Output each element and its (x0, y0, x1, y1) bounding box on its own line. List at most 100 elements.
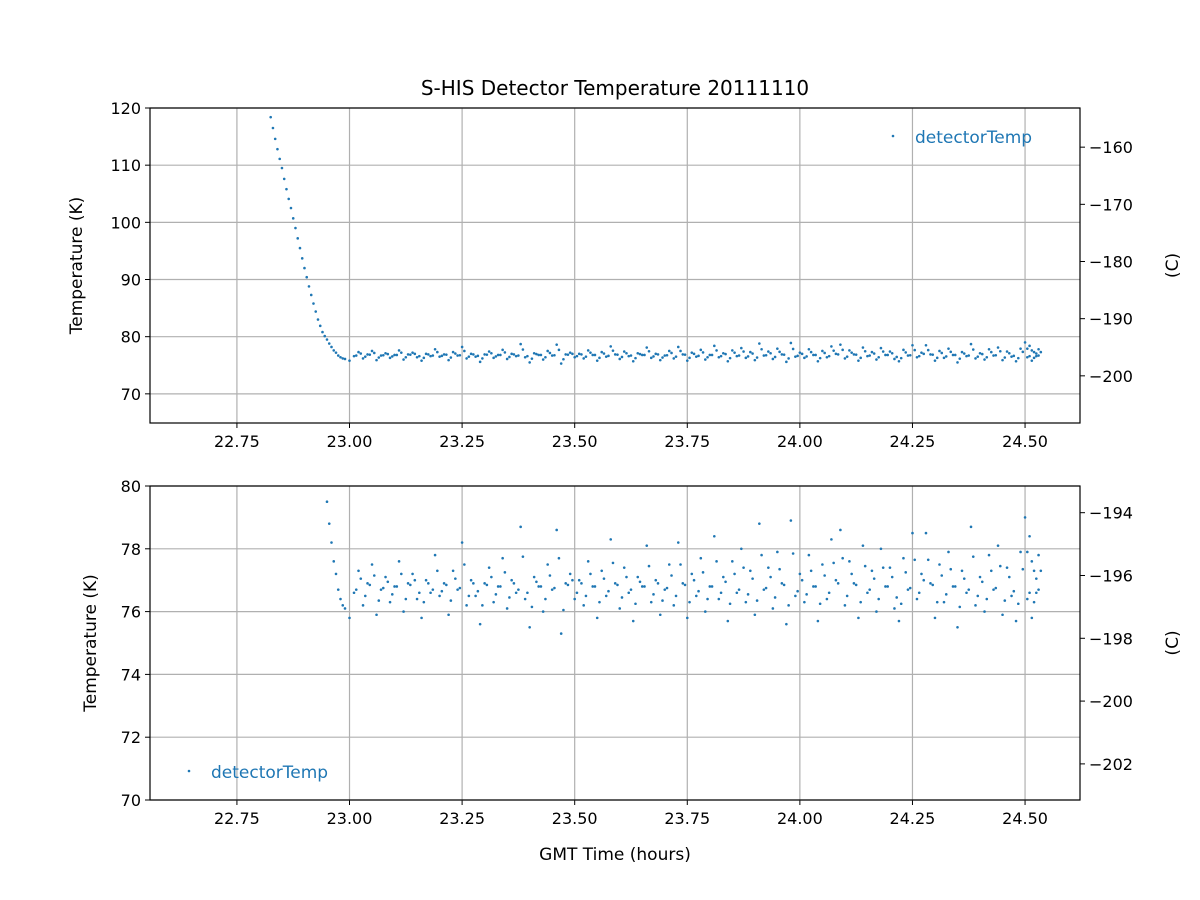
data-point (956, 626, 959, 629)
data-point (1028, 344, 1031, 348)
data-point (983, 358, 986, 361)
y-tick-label: 76 (121, 603, 141, 622)
data-point (332, 560, 336, 563)
data-point (339, 355, 342, 359)
data-point (744, 356, 748, 360)
data-point (1037, 354, 1040, 357)
x-tick-label: 22.75 (214, 432, 260, 451)
data-point (420, 616, 423, 620)
data-point (967, 354, 971, 357)
data-point (510, 578, 513, 582)
data-point (566, 353, 570, 356)
data-point (737, 588, 741, 591)
data-point (960, 569, 964, 573)
data-point (654, 352, 658, 356)
data-point (665, 586, 669, 590)
data-point (476, 589, 480, 593)
data-point (1010, 355, 1013, 358)
data-point (586, 560, 590, 563)
data-point (938, 349, 941, 353)
data-point (368, 353, 372, 356)
data-point (931, 583, 935, 587)
data-point (913, 558, 917, 562)
data-point (494, 593, 498, 596)
data-point (843, 604, 847, 607)
data-point (935, 600, 939, 604)
data-point (794, 594, 797, 598)
data-point (532, 575, 536, 579)
data-point (478, 622, 482, 626)
data-point (749, 569, 752, 573)
data-point (857, 359, 860, 362)
data-point (611, 349, 615, 352)
data-point (803, 356, 806, 360)
data-point (949, 567, 953, 571)
data-point (546, 563, 549, 566)
data-point (836, 582, 840, 585)
data-point (944, 593, 948, 596)
data-point (868, 588, 871, 591)
data-point (336, 354, 340, 357)
data-point (1035, 354, 1038, 358)
data-point (553, 353, 556, 357)
data-point (1039, 350, 1043, 354)
data-point (593, 585, 597, 588)
data-point (370, 349, 374, 353)
data-point (1023, 341, 1027, 344)
data-point (926, 558, 930, 562)
data-point (512, 582, 516, 585)
data-point (825, 355, 829, 359)
data-point (908, 586, 912, 590)
data-point (690, 351, 694, 354)
data-point (703, 610, 707, 613)
data-point (512, 353, 516, 356)
data-point (888, 350, 892, 353)
data-point (582, 604, 585, 607)
data-point (713, 534, 716, 538)
data-point (485, 353, 489, 356)
data-point (994, 353, 998, 357)
data-point (541, 358, 545, 361)
data-point (674, 355, 678, 358)
data-point (631, 359, 635, 363)
data-point (481, 604, 484, 607)
data-point (679, 349, 682, 353)
data-point (613, 582, 617, 585)
data-point (1037, 553, 1040, 557)
y-tick-label: 110 (110, 156, 141, 175)
data-point (555, 528, 558, 532)
data-point (746, 593, 750, 596)
data-point (800, 578, 804, 582)
data-point (832, 561, 835, 565)
data-point (740, 547, 743, 551)
data-point (960, 350, 964, 354)
data-point (354, 354, 358, 357)
data-point (821, 349, 824, 353)
data-point (460, 541, 464, 544)
data-point (591, 353, 595, 357)
data-point (703, 358, 707, 361)
data-point (379, 354, 383, 357)
data-point (676, 345, 680, 349)
data-point (535, 352, 538, 356)
data-point (474, 594, 477, 598)
data-point (314, 310, 318, 313)
data-point (582, 357, 585, 360)
data-point (694, 355, 698, 358)
data-point (604, 355, 608, 358)
data-point (895, 596, 899, 599)
data-point (415, 355, 419, 359)
data-point (296, 237, 300, 240)
data-point (994, 586, 998, 590)
data-point (915, 355, 919, 359)
data-point (454, 352, 457, 355)
data-point (935, 356, 939, 360)
data-point (307, 285, 311, 288)
data-point (517, 354, 520, 357)
data-point (372, 574, 376, 577)
data-point (523, 355, 527, 359)
data-point (897, 359, 901, 363)
data-point (992, 354, 995, 357)
data-point (568, 572, 572, 576)
data-point (343, 357, 347, 361)
